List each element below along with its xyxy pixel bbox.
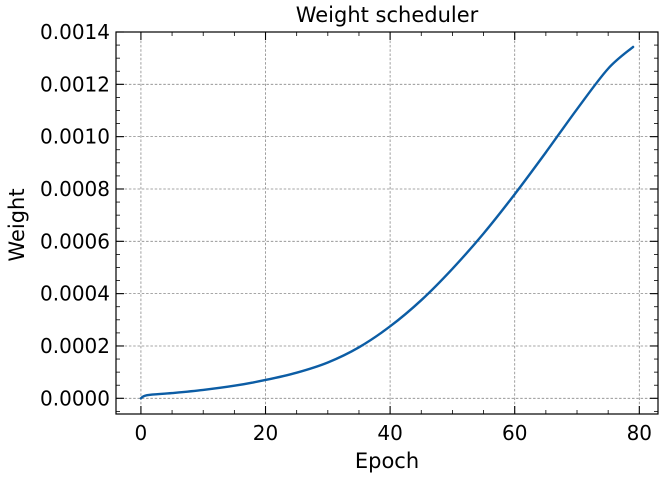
x-tick-label: 40: [377, 421, 402, 445]
chart-title: Weight scheduler: [296, 3, 479, 27]
axis-ticks: [116, 31, 658, 414]
y-tick-label: 0.0002: [40, 334, 110, 358]
y-tick-label: 0.0012: [40, 72, 110, 96]
plot-area: [139, 45, 635, 400]
x-tick-label: 80: [627, 421, 652, 445]
x-tick-labels: 0 20 40 60 80: [135, 421, 652, 445]
grid: [116, 31, 658, 414]
y-tick-label: 0.0006: [40, 229, 110, 253]
plot-frame: [115, 31, 659, 415]
y-tick-labels: 0.0000 0.0002 0.0004 0.0006 0.0008 0.0010 0.00…: [40, 20, 110, 410]
x-tick-label: 0: [135, 421, 148, 445]
y-axis-title: Weight: [5, 188, 29, 261]
y-tick-label: 0.0014: [40, 20, 110, 44]
y-tick-label: 0.0008: [40, 177, 110, 201]
x-tick-label: 60: [502, 421, 527, 445]
y-tick-label: 0.0004: [40, 282, 110, 306]
y-tick-label: 0.0010: [40, 125, 110, 149]
series-line-0: [139, 45, 635, 400]
x-axis-title: Epoch: [355, 449, 419, 473]
x-tick-label: 20: [253, 421, 278, 445]
y-tick-label: 0.0000: [40, 386, 110, 410]
